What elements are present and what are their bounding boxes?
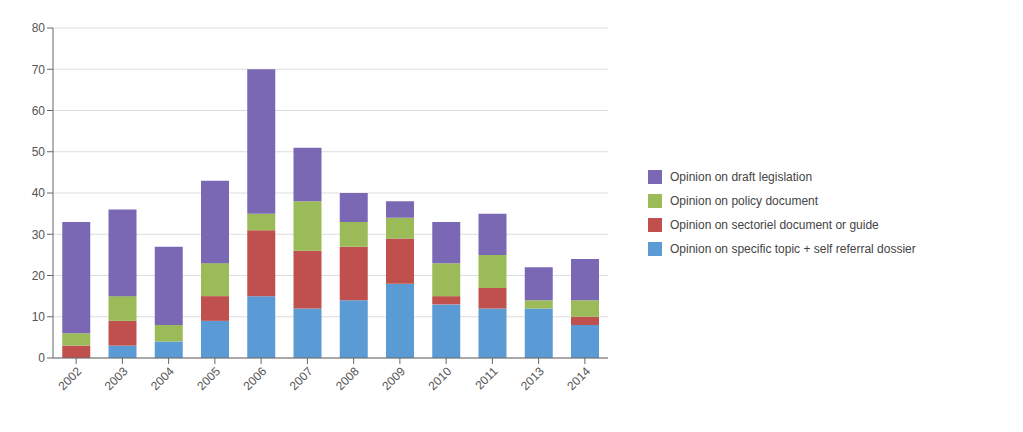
- svg-text:20: 20: [32, 269, 46, 283]
- html-text:Opinion on draft legislation: Opinion on draft legislation: [670, 170, 813, 184]
- html-text:Opinion on specific topic + se: Opinion on specific topic + self referra…: [670, 242, 916, 256]
- svg-text:2009: 2009: [379, 364, 408, 393]
- svg-text:2014: 2014: [564, 364, 593, 393]
- svg-text:30: 30: [32, 228, 46, 242]
- svg-text:2005: 2005: [194, 364, 223, 393]
- svg-text:70: 70: [32, 63, 46, 77]
- html-text:Opinion on sectoriel document: Opinion on sectoriel document or guide: [670, 218, 879, 232]
- svg-text:2003: 2003: [102, 364, 131, 393]
- svg-text:2013: 2013: [518, 364, 547, 393]
- svg-text:2006: 2006: [240, 364, 269, 393]
- svg-text:40: 40: [32, 186, 46, 200]
- svg-text:2010: 2010: [425, 364, 454, 393]
- svg-text:0: 0: [38, 351, 45, 365]
- svg-text:2007: 2007: [287, 364, 316, 393]
- html-text:Opinion on policy document: Opinion on policy document: [670, 194, 819, 208]
- svg-text:60: 60: [32, 104, 46, 118]
- svg-text:50: 50: [32, 145, 46, 159]
- svg-text:2011: 2011: [472, 364, 500, 392]
- svg-text:10: 10: [32, 310, 46, 324]
- svg-text:2002: 2002: [55, 364, 84, 393]
- svg-text:80: 80: [32, 21, 46, 35]
- svg-text:2004: 2004: [148, 364, 177, 393]
- svg-text:2008: 2008: [333, 364, 362, 393]
